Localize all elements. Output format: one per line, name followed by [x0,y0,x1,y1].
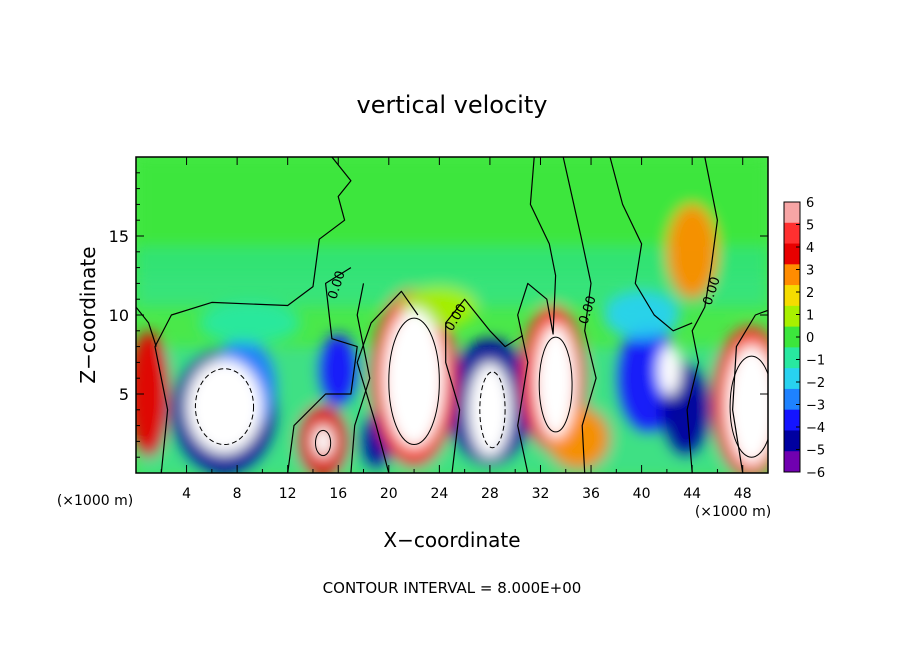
field-blob [318,333,359,407]
colorbar-label: −1 [806,354,825,369]
contour-line [729,355,768,458]
contour-lines [136,157,768,473]
colorbar-label: −2 [806,376,825,391]
colorbar-label: 3 [806,264,814,279]
field-blob [666,204,718,300]
contour-line [314,429,332,457]
contour-line [356,290,419,473]
y-tick-label: 10 [109,306,129,325]
field-core [658,345,681,396]
chart-title: vertical velocity [357,91,548,119]
contour-line [287,267,358,473]
colorbar-label: 5 [806,219,814,234]
x-tick-label: 40 [633,486,651,502]
contour-line [517,157,557,473]
colorbar-label: 2 [806,286,814,301]
x-tick-label: 16 [329,486,347,502]
x-tick-label: 28 [481,486,499,502]
colorbar-label: −4 [806,421,825,436]
x-axis-label: X−coordinate [383,528,520,552]
x-tick-label: 12 [279,486,297,502]
x-axis: 4 8 12 16 20 24 28 32 36 40 44 48 [160,157,752,502]
contour-line [686,157,718,473]
colorbar-segment [784,243,800,265]
field-blob [199,302,301,344]
contour-line [388,317,440,446]
field-core [726,345,768,466]
colorbar-segment [784,451,800,473]
colorbar-segment [784,388,800,411]
colorbar-segment [784,285,800,307]
y-tick-label: 15 [109,227,129,246]
contour-line-negative [194,368,255,446]
plot-area [135,156,769,474]
y-axis: 5 10 15 [109,172,768,458]
colorbar-label: −3 [806,399,825,414]
x-tick-label: 4 [182,486,191,502]
colorbar-label: 4 [806,241,814,256]
contour-line [609,157,693,332]
colorbar-label: −6 [806,466,825,481]
x-unit-label: (×1000 m) [695,504,771,520]
y-axis-label: Z−coordinate [76,246,100,383]
colorbar-segment [784,368,800,390]
z-unit-label: (×1000 m) [57,493,133,509]
colorbar-segment [784,347,800,369]
contour-line [445,298,524,473]
contour-line [538,336,573,433]
x-tick-label: 32 [532,486,550,502]
colorbar-segment [784,409,800,431]
contour-line [562,157,597,473]
colorbar-segment [784,305,800,328]
contour-line [350,283,371,473]
x-tick-label: 44 [683,486,701,502]
colorbar-label: −5 [806,444,825,459]
contour-interval-text: CONTOUR INTERVAL = 8.000E+00 [323,579,582,597]
field-core [535,324,576,439]
x-tick-label: 8 [233,486,242,502]
colorbar-label: 0 [806,331,814,346]
contour-line [732,309,768,473]
field-blob [603,291,680,339]
x-tick-label: 20 [380,486,398,502]
field-core [186,359,263,455]
contour-line [136,306,157,347]
velocity-field [136,157,768,473]
contour-line-negative [479,371,506,449]
field-core [383,308,445,448]
x-tick-label: 48 [734,486,752,502]
colorbar-label: 6 [806,196,814,211]
colorbar-segment [784,222,800,245]
y-tick-label: 5 [119,385,129,404]
colorbar-label: 1 [806,309,814,324]
colorbar-segment [784,202,800,224]
field-blob [136,330,169,458]
x-tick-label: 24 [430,486,448,502]
contour-line [154,157,352,473]
field-core [468,362,512,458]
colorbar-segment [784,430,800,452]
colorbar: 6 5 4 3 2 1 0 −1 −2 −3 −4 −5 −6 [783,196,825,481]
colorbar-segment [784,326,800,348]
colorbar-segment [784,264,800,286]
x-tick-label: 36 [582,486,600,502]
